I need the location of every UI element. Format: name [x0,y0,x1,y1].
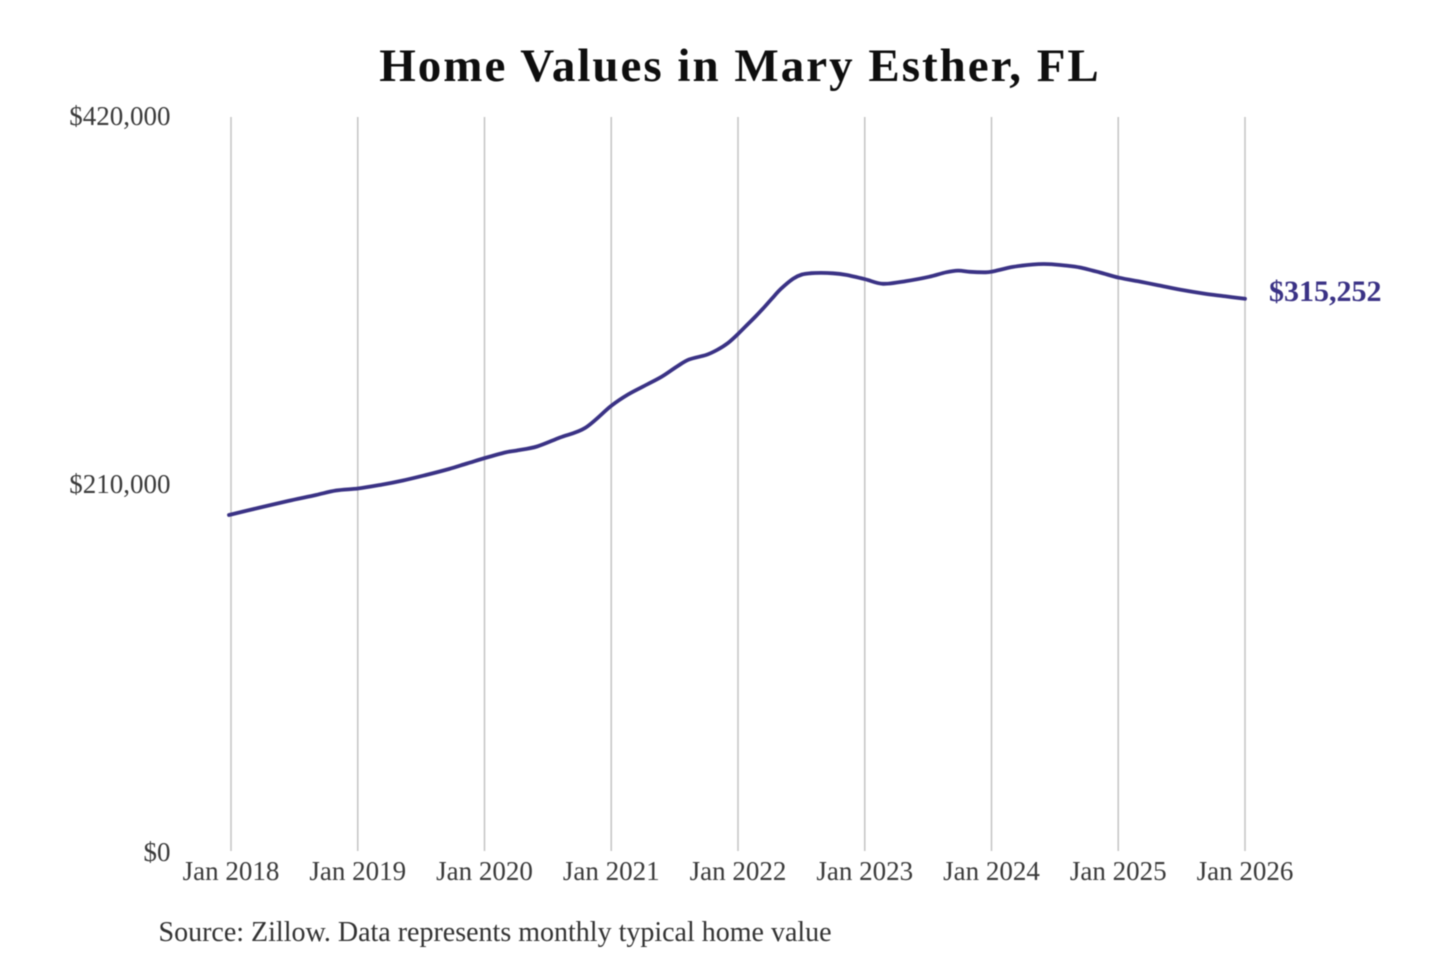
svg-text:Jan 2019: Jan 2019 [309,856,406,886]
svg-text:$420,000: $420,000 [69,101,170,131]
svg-text:$315,252: $315,252 [1269,275,1382,308]
svg-text:Jan 2022: Jan 2022 [690,856,787,886]
svg-text:Jan 2023: Jan 2023 [816,856,913,886]
svg-text:Jan 2024: Jan 2024 [943,856,1040,886]
svg-text:Jan 2026: Jan 2026 [1197,856,1294,886]
svg-text:Jan 2025: Jan 2025 [1070,856,1167,886]
svg-text:Home Values in Mary Esther, FL: Home Values in Mary Esther, FL [379,40,1101,92]
svg-text:Source: Zillow. Data represent: Source: Zillow. Data represents monthly … [159,917,832,948]
svg-text:$210,000: $210,000 [69,469,170,499]
svg-text:Jan 2021: Jan 2021 [563,856,660,886]
svg-text:$0: $0 [144,837,171,867]
svg-text:Jan 2020: Jan 2020 [436,856,533,886]
svg-text:Jan 2018: Jan 2018 [183,856,280,886]
